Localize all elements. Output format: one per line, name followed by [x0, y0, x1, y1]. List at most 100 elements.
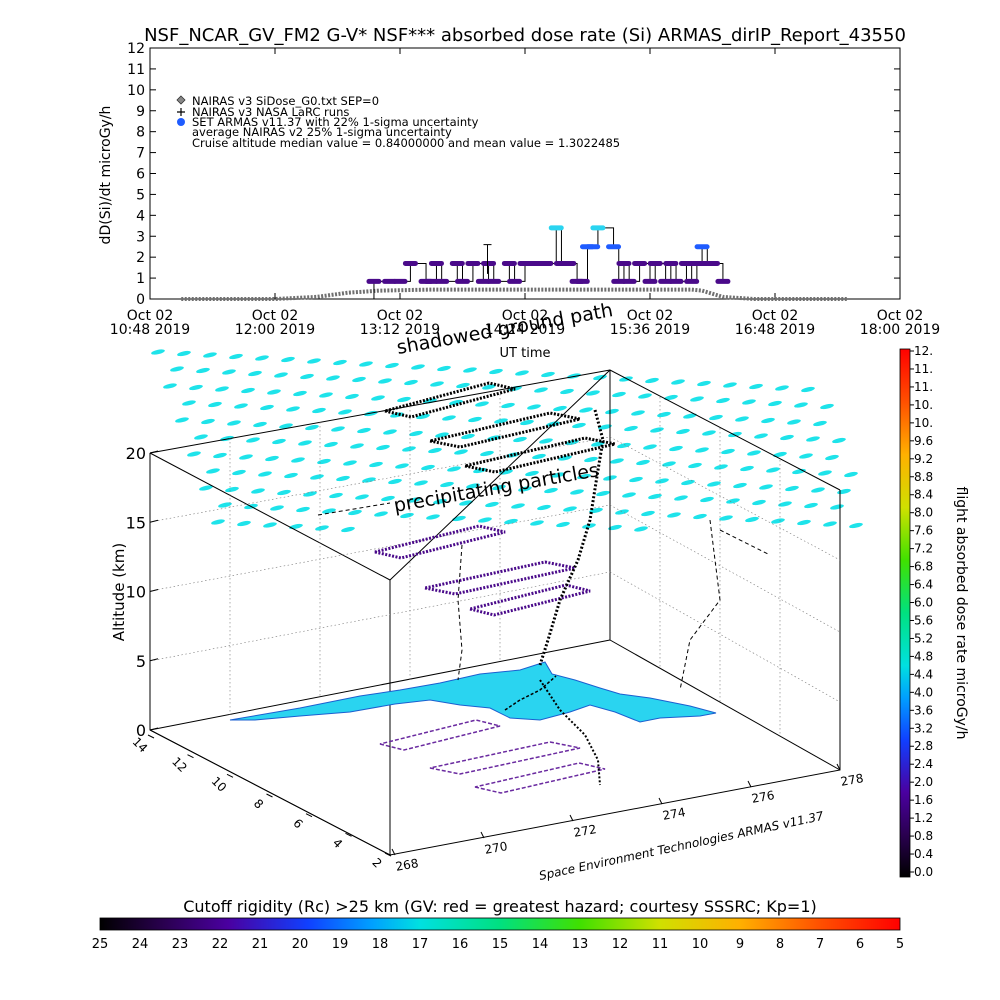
precip-particle-mark	[426, 514, 440, 520]
precip-particle-mark	[253, 421, 267, 428]
precip-particle-mark	[362, 477, 376, 483]
precip-particle-mark	[352, 376, 366, 383]
credit-text: Space Environment Technologies ARMAS v11…	[538, 809, 825, 883]
dose-colorbar-title: flight absorbed dose rate microGy/h	[953, 487, 969, 740]
dose-y-tick-label: 2	[136, 250, 145, 266]
precip-particle-mark	[773, 451, 787, 458]
cruise-stats-text: Cruise altitude median value = 0.8400000…	[192, 136, 620, 150]
precip-particle-mark	[482, 384, 496, 390]
dose-x-tick-label: 14:24 2019	[485, 322, 565, 338]
dose-y-tick-label: 10	[127, 83, 145, 99]
altitude-axis-label: Altitude (km)	[110, 543, 128, 641]
latitude-tick	[226, 773, 234, 778]
precip-particle-mark	[541, 371, 555, 378]
longitude-tick	[836, 763, 841, 771]
precip-particle-mark	[227, 420, 241, 426]
latitude-ticks: 2 4 6 8 10 12 14	[130, 734, 392, 871]
precip-particle-mark	[177, 350, 191, 357]
precip-particle-mark	[428, 447, 442, 454]
precip-particle-mark	[771, 518, 785, 524]
dose-colorbar-tick-label: 8.4	[914, 488, 933, 502]
precip-particle-mark	[586, 390, 600, 396]
precip-particle-mark	[218, 502, 232, 508]
box-frame	[149, 369, 841, 856]
precip-particle-mark	[359, 361, 373, 367]
coastline	[504, 675, 557, 711]
precip-particle-mark	[716, 397, 730, 404]
latitude-tick	[384, 852, 392, 857]
precip-particle-mark	[726, 498, 740, 504]
precip-particle-mark	[818, 470, 832, 476]
precip-particle-mark	[170, 366, 184, 372]
latitude-tick-label: 4	[330, 836, 345, 851]
flight-track	[317, 381, 771, 794]
precip-particle-mark	[740, 465, 754, 472]
precip-particle-mark	[255, 355, 269, 361]
precip-particles-top	[151, 349, 863, 533]
legend-item-nairas-larc: NAIRAS v3 NASA LaRC runs	[177, 105, 349, 119]
precip-particle-mark	[742, 399, 756, 405]
precip-particle-mark	[395, 463, 409, 469]
precip-particle-mark	[312, 407, 326, 414]
precip-particle-mark	[315, 525, 329, 531]
dose-colorbar-tick-label: 3.6	[914, 703, 933, 717]
precip-particle-mark	[279, 423, 293, 429]
dose-y-tick-label: 1	[136, 271, 145, 287]
precip-particle-mark	[357, 427, 371, 434]
latitude-tick	[266, 793, 273, 798]
precip-particle-mark	[608, 524, 622, 531]
precip-particle-mark	[655, 478, 669, 484]
latitude-tick-label: 14	[130, 735, 151, 756]
dose-x-tick-label: 16:48 2019	[735, 322, 815, 338]
precip-particle-mark	[683, 413, 697, 419]
precip-particle-mark	[189, 384, 203, 391]
rigidity-colorbar-tick-label: 20	[292, 937, 309, 952]
descent-shadow	[457, 544, 463, 681]
rigidity-colorbar-tick-label: 11	[652, 937, 669, 952]
ascent-track	[538, 409, 605, 666]
precip-particle-mark	[369, 461, 383, 468]
precip-particle-mark	[778, 501, 792, 507]
precip-particle-mark	[527, 404, 541, 410]
precip-particle-mark	[619, 376, 633, 382]
precip-particle-mark	[697, 380, 711, 387]
precip-particle-mark	[596, 490, 610, 497]
precip-particle-mark	[326, 375, 340, 381]
legend-label: SET ARMAS v11.37 with 22% 1-sigma uncert…	[192, 115, 479, 129]
precip-particle-mark	[265, 455, 279, 462]
precip-particle-mark	[671, 379, 685, 385]
precip-particle-mark	[584, 456, 598, 463]
rigidity-colorbar-tick-label: 19	[332, 937, 349, 952]
precip-particle-mark	[629, 476, 643, 483]
precip-particle-mark	[196, 367, 210, 374]
precip-particle-mark	[381, 495, 395, 502]
dose-y-tick-label: 11	[127, 62, 145, 78]
latitude-tick-label: 2	[369, 855, 384, 870]
precip-particle-mark	[355, 494, 369, 500]
dose-colorbar-tick-label: 10.	[914, 398, 933, 412]
precip-particle-mark	[801, 386, 815, 393]
precip-particle-mark	[199, 485, 213, 491]
precip-particle-mark	[645, 377, 659, 384]
precip-particle-mark	[823, 521, 837, 527]
precip-particle-mark	[501, 402, 515, 409]
chart-title: NSF_NCAR_GV_FM2 G-V* NSF*** absorbed dos…	[144, 25, 906, 46]
altitude-ticks: 0 5 10 15 20	[126, 444, 159, 740]
precip-particle-mark	[723, 382, 737, 388]
precip-particle-mark	[638, 393, 652, 399]
precip-particle-mark	[780, 434, 794, 441]
precip-particle-mark	[702, 430, 716, 436]
precip-particle-mark	[267, 389, 281, 395]
flight-loop	[379, 719, 501, 751]
longitude-tick	[391, 848, 396, 856]
dose-colorbar-tick-label: 6.8	[914, 560, 933, 574]
precip-particle-mark	[289, 523, 303, 530]
precip-particle-mark	[551, 472, 565, 478]
precip-particle-mark	[577, 473, 591, 480]
precip-particle-mark	[492, 484, 506, 491]
precip-particle-mark	[752, 499, 766, 506]
dose-colorbar-tick-label: 7.2	[914, 542, 933, 556]
